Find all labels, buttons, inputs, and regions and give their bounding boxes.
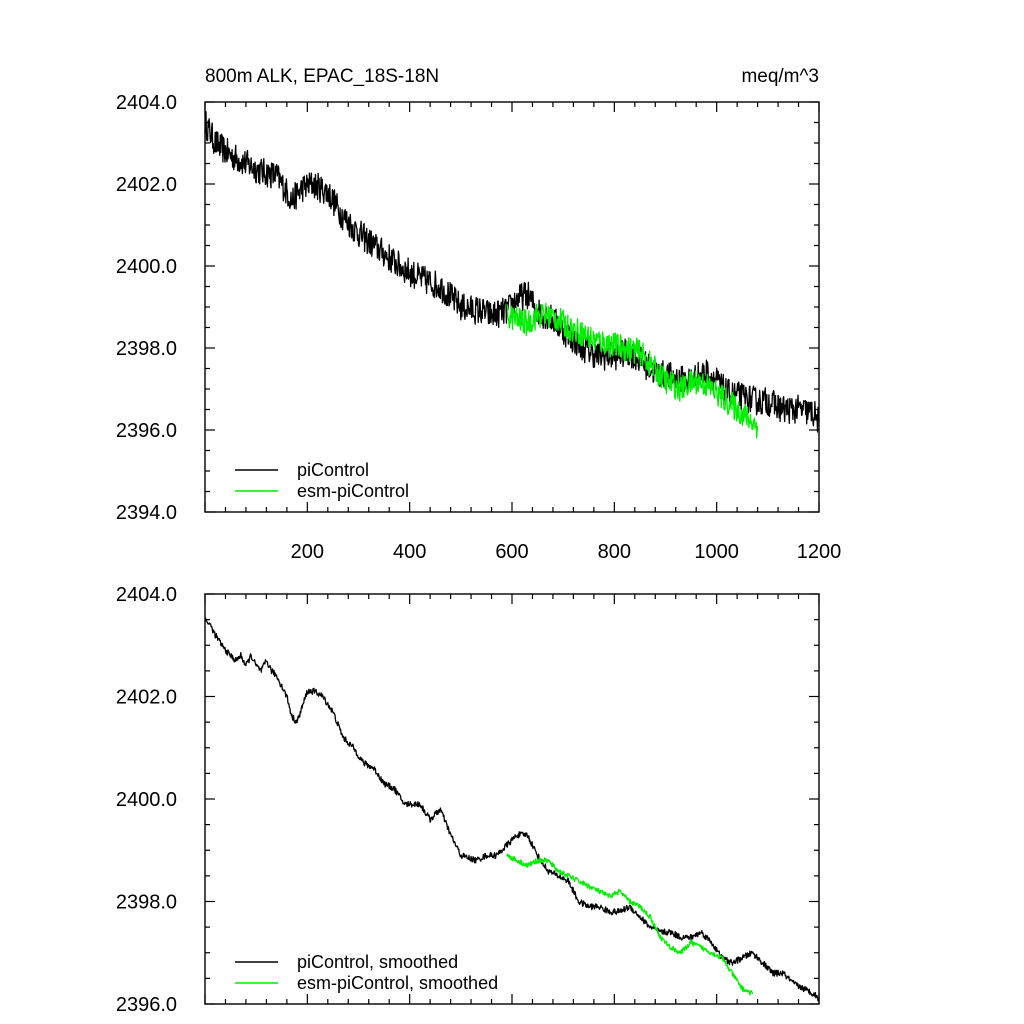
y-tick-label: 2404.0 xyxy=(116,584,177,606)
x-tick-label: 800 xyxy=(598,541,631,563)
top-panel-title: 800m ALK, EPAC_18S-18N xyxy=(205,66,439,87)
legend-label-picontrol-smoothed: piControl, smoothed xyxy=(297,952,458,972)
x-tick-label: 1200 xyxy=(797,541,842,563)
top-legend: piControl esm-piControl xyxy=(235,460,409,501)
y-tick-label: 2400.0 xyxy=(116,789,177,811)
series-line-picontrol-smoothed xyxy=(204,617,820,1002)
bottom-plot-frame xyxy=(204,593,820,1005)
top-panel: 800m ALK, EPAC_18S-18N meq/m^3 2394.0239… xyxy=(116,66,841,563)
top-axis-ticks: 2394.0 2396.0 2398.0 2400.0 2402.0 2404.0 200 4… xyxy=(116,92,841,563)
bottom-legend: piControl, smoothed esm-piControl, smoot… xyxy=(235,952,498,993)
bottom-panel: 2396.0 2398.0 2400.0 2402.0 2404.0 piControl… xyxy=(116,584,820,1016)
legend-label-esm-picontrol-smoothed: esm-piControl, smoothed xyxy=(297,973,498,993)
y-tick-label: 2394.0 xyxy=(116,502,177,524)
y-tick-label: 2402.0 xyxy=(116,174,177,196)
y-tick-label: 2396.0 xyxy=(116,420,177,442)
top-data-series xyxy=(204,111,820,439)
y-tick-label: 2404.0 xyxy=(116,92,177,114)
x-tick-label: 600 xyxy=(495,541,528,563)
top-panel-units: meq/m^3 xyxy=(741,66,819,87)
legend-label-picontrol: piControl xyxy=(297,460,369,480)
x-tick-label: 1000 xyxy=(694,541,739,563)
series-line-esm-picontrol xyxy=(506,302,759,439)
bottom-axis-ticks: 2396.0 2398.0 2400.0 2402.0 2404.0 xyxy=(116,584,820,1016)
y-tick-label: 2400.0 xyxy=(116,256,177,278)
y-tick-label: 2398.0 xyxy=(116,338,177,360)
x-tick-label: 200 xyxy=(291,541,324,563)
series-line-esm-picontrol-smoothed xyxy=(506,853,754,996)
y-tick-label: 2396.0 xyxy=(116,994,177,1016)
legend-label-esm-picontrol: esm-piControl xyxy=(297,481,409,501)
y-tick-label: 2402.0 xyxy=(116,687,177,709)
series-line-picontrol xyxy=(204,111,820,433)
y-tick-label: 2398.0 xyxy=(116,892,177,914)
x-tick-label: 400 xyxy=(393,541,426,563)
bottom-data-series xyxy=(204,617,820,1002)
